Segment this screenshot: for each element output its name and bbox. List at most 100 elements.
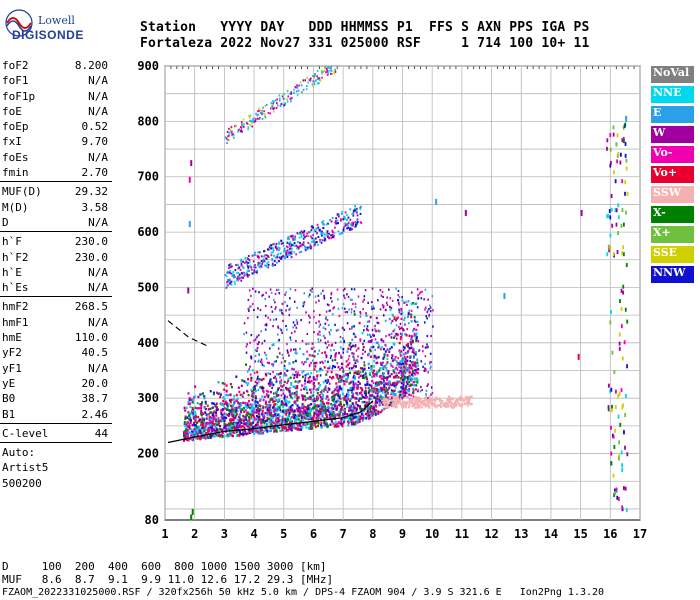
echo-point: [251, 369, 254, 372]
echo-point: [410, 346, 413, 350]
echo-point: [265, 419, 268, 422]
echo-point: [325, 409, 328, 412]
echo-point: [253, 391, 256, 395]
echo-point: [403, 401, 406, 404]
echo-point: [305, 85, 308, 88]
echo-point: [285, 251, 288, 254]
echo-point: [413, 316, 416, 319]
echo-point: [357, 347, 360, 350]
echo-point: [227, 427, 230, 430]
echo-point: [389, 383, 392, 387]
echo-point: [252, 410, 255, 414]
echo-point: [274, 246, 277, 249]
echo-point: [401, 378, 404, 382]
echo-point: [275, 415, 278, 418]
echo-point: [426, 399, 429, 402]
echo-point: [187, 392, 190, 395]
echo-point: [247, 412, 250, 415]
echo-point: [350, 397, 353, 400]
echo-point: [300, 388, 302, 391]
echo-point: [407, 315, 410, 319]
echo-point: [425, 394, 427, 397]
echo-point: [285, 411, 288, 414]
echo-point: [289, 393, 292, 396]
echo-point: [220, 428, 223, 431]
echo-point: [307, 418, 310, 421]
legend-item-nnw: NNW: [651, 266, 694, 283]
echo-point: [280, 379, 283, 382]
echo-point: [354, 361, 357, 365]
echo-point: [282, 410, 285, 413]
echo-point: [273, 298, 275, 302]
echo-point: [232, 418, 235, 422]
echo-point: [433, 404, 436, 407]
echo-point: [225, 393, 228, 397]
echo-point: [243, 125, 245, 128]
echo-point: [327, 402, 330, 405]
echo-point: [302, 409, 305, 412]
echo-point: [394, 393, 397, 396]
echo-point: [275, 107, 278, 110]
echo-point: [271, 247, 274, 250]
echo-point: [460, 404, 463, 408]
echo-point: [296, 306, 298, 309]
echo-point: [327, 405, 330, 408]
echo-point: [223, 382, 226, 386]
echo-point: [381, 389, 384, 392]
echo-point: [366, 409, 369, 413]
echo-point: [318, 229, 321, 232]
echo-point: [287, 429, 290, 432]
echo-point: [240, 418, 243, 421]
echo-point: [617, 231, 620, 236]
echo-point: [206, 422, 209, 425]
echo-point: [401, 358, 403, 361]
param-row: h`E N/A: [0, 265, 112, 280]
echo-point: [190, 419, 193, 422]
echo-point: [416, 381, 419, 384]
echo-point: [294, 235, 297, 238]
echo-point: [266, 412, 269, 415]
echo-point: [309, 230, 312, 233]
echo-point: [211, 433, 214, 437]
echo-point: [355, 396, 357, 400]
echo-point: [311, 407, 314, 411]
echo-point: [335, 373, 337, 376]
echo-point: [235, 421, 238, 425]
echo-point: [363, 295, 366, 298]
echo-point: [362, 348, 364, 351]
echo-point: [261, 109, 263, 112]
echo-point: [270, 247, 272, 250]
echo-point: [432, 309, 434, 312]
echo-point: [251, 120, 254, 123]
echo-point: [322, 402, 325, 406]
echo-point: [255, 336, 258, 339]
echo-point: [382, 306, 385, 309]
echo-point: [298, 406, 301, 409]
echo-point: [278, 422, 281, 425]
echo-point: [363, 400, 366, 404]
echo-point: [394, 319, 397, 322]
echo-point: [432, 398, 435, 402]
echo-point: [236, 418, 239, 422]
echo-point: [416, 288, 419, 291]
echo-point: [408, 366, 411, 369]
echo-point: [280, 400, 283, 403]
echo-point: [428, 401, 431, 404]
echo-point: [212, 419, 215, 422]
echo-point: [248, 114, 250, 117]
echo-point: [270, 251, 273, 254]
echo-point: [346, 311, 349, 314]
echo-point: [261, 395, 264, 398]
echo-point: [322, 220, 325, 223]
echo-point: [285, 309, 287, 312]
echo-point: [203, 396, 206, 400]
echo-point: [337, 230, 340, 233]
echo-point: [439, 399, 442, 402]
echo-point: [289, 98, 292, 101]
echo-point: [293, 416, 296, 419]
echo-point: [438, 399, 441, 402]
echo-point: [303, 301, 306, 304]
echo-point: [301, 371, 303, 374]
echo-point: [218, 435, 221, 438]
echo-point: [212, 402, 215, 405]
